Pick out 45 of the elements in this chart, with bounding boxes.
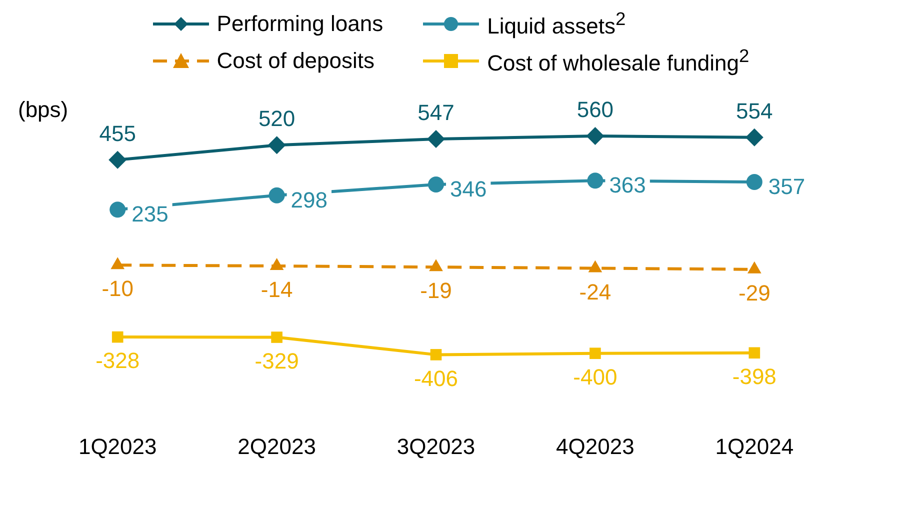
data-label: -19 (420, 278, 452, 303)
data-label: 235 (132, 201, 168, 226)
data-label: 520 (258, 106, 296, 131)
point (268, 187, 285, 204)
point (112, 331, 124, 342)
point (427, 130, 445, 148)
data-label: -329 (254, 348, 299, 373)
point (108, 150, 127, 168)
data-label: 560 (576, 96, 614, 122)
point (586, 126, 604, 145)
data-label: 363 (609, 172, 646, 198)
x-tick-label: 4Q2023 (556, 434, 634, 459)
data-label: -328 (96, 348, 140, 373)
legend-label: Cost of deposits (216, 48, 375, 74)
data-label: -398 (732, 364, 776, 389)
point (745, 128, 764, 146)
point (428, 176, 444, 192)
x-tick-label: 3Q2023 (396, 434, 476, 459)
data-label: -10 (102, 276, 134, 301)
y-axis-title: (bps) (18, 96, 68, 123)
data-label: 357 (768, 174, 806, 199)
point (748, 346, 760, 358)
legend-label: Performing loans (216, 10, 384, 37)
point (268, 136, 286, 154)
data-label: -14 (260, 276, 293, 302)
point (587, 172, 604, 188)
data-label: -400 (573, 364, 618, 390)
data-label: -29 (738, 280, 770, 306)
data-label: 547 (418, 100, 454, 125)
legend-label: Cost of wholesale funding$^{2}$ (487, 45, 750, 77)
data-label: 554 (736, 98, 773, 124)
point (430, 348, 442, 360)
legend-label: Liquid assets$^{2}$ (487, 8, 626, 40)
data-label: 298 (290, 187, 328, 212)
x-tick-label: 2Q2023 (238, 434, 316, 459)
point (746, 174, 762, 190)
point (271, 331, 282, 343)
x-tick-label: 1Q2023 (78, 434, 157, 459)
point (110, 201, 126, 218)
x-tick-label: 1Q2024 (715, 434, 794, 459)
data-label: -406 (414, 365, 458, 390)
data-label: -24 (579, 278, 612, 304)
data-label: 455 (99, 120, 136, 146)
data-label: 346 (450, 176, 487, 202)
point (590, 347, 601, 359)
